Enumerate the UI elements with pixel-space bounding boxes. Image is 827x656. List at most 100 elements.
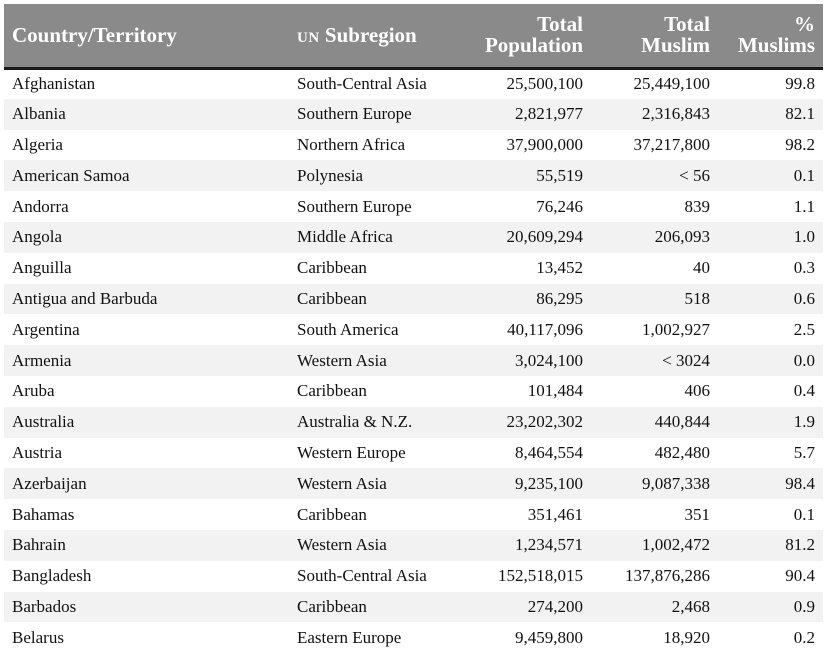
cell-country: Albania [12, 104, 66, 124]
cell-region: South-Central Asia [297, 566, 427, 586]
cell-total-muslim: 518 [684, 288, 711, 308]
cell-percent-muslims: 0.1 [793, 504, 815, 524]
cell-total-population: 20,609,294 [506, 227, 584, 247]
cell-total-muslim: 1,002,472 [642, 535, 710, 555]
header-total-muslim-line1: Total [664, 12, 710, 37]
header-region-prefix: UN [297, 22, 320, 47]
cell-percent-muslims: 1.9 [793, 412, 815, 432]
cell-percent-muslims: 82.1 [785, 104, 815, 124]
cell-country: Austria [12, 442, 63, 462]
cell-region: Caribbean [297, 258, 367, 278]
cell-percent-muslims: 98.4 [785, 473, 815, 493]
cell-total-population: 37,900,000 [506, 134, 584, 154]
cell-percent-muslims: 0.6 [793, 288, 815, 308]
table-row: Bahrain Western Asia 1,234,571 1,002,472 81.… [4, 529, 823, 561]
cell-country: Belarus [12, 627, 64, 647]
cell-total-population: 55,519 [536, 165, 583, 185]
cell-region: Western Asia [297, 350, 387, 370]
cell-percent-muslims: 0.0 [793, 350, 815, 370]
cell-total-population: 1,234,571 [515, 535, 583, 555]
cell-country: Azerbaijan [12, 473, 87, 493]
cell-total-population: 40,117,096 [507, 319, 583, 339]
cell-country: Bahrain [12, 535, 66, 555]
cell-percent-muslims: 0.9 [793, 596, 815, 616]
cell-percent-muslims: 1.1 [793, 196, 815, 216]
cell-country: Afghanistan [12, 74, 96, 94]
header-row: Country/Territory UN Subregion Total Pop… [4, 4, 823, 68]
cell-total-population: 9,235,100 [515, 473, 583, 493]
cell-region: Western Asia [297, 473, 387, 493]
cell-region: Western Asia [297, 535, 387, 555]
cell-percent-muslims: 90.4 [785, 566, 815, 586]
cell-percent-muslims: 0.2 [793, 627, 815, 647]
cell-total-population: 152,518,015 [498, 566, 583, 586]
cell-total-muslim: 2,316,843 [642, 104, 710, 124]
header-total-population-line2: Population [484, 33, 583, 58]
table-row: Antigua and Barbuda Caribbean 86,295 518 0.6 [4, 283, 823, 315]
cell-country: Angola [12, 227, 63, 247]
cell-total-muslim: 1,002,927 [642, 319, 710, 339]
cell-percent-muslims: 2.5 [793, 319, 815, 339]
header-total-population-line1: Total [537, 12, 583, 37]
table-row: Bangladesh South-Central Asia 152,518,015 1… [4, 560, 823, 592]
cell-total-muslim: 25,449,100 [633, 74, 711, 94]
cell-region: Southern Europe [297, 104, 412, 124]
cell-total-muslim: 9,087,338 [642, 473, 710, 493]
cell-region: Polynesia [297, 165, 364, 185]
cell-total-muslim: 839 [684, 196, 711, 216]
cell-region: Southern Europe [297, 196, 412, 216]
table-row: Algeria Northern Africa 37,900,000 37,217,8… [4, 129, 823, 161]
cell-percent-muslims: 0.1 [793, 165, 815, 185]
cell-total-muslim: 40 [693, 258, 710, 278]
cell-total-muslim: 2,468 [671, 596, 710, 616]
cell-total-population: 3,024,100 [515, 350, 583, 370]
header-country-label: Country/Territory [12, 22, 177, 47]
cell-total-population: 274,200 [527, 596, 583, 616]
header-percent-muslims: % Muslims [718, 4, 823, 68]
cell-country: Algeria [12, 134, 63, 154]
cell-total-population: 9,459,800 [515, 627, 583, 647]
cell-percent-muslims: 5.7 [793, 442, 815, 462]
cell-percent-muslims: 1.0 [793, 227, 815, 247]
cell-country: Aruba [12, 381, 55, 401]
table-body: Afghanistan South-Central Asia 25,500,100 2… [4, 68, 823, 654]
cell-region: Northern Africa [297, 134, 406, 154]
cell-percent-muslims: 99.8 [785, 74, 815, 94]
table-row: Anguilla Caribbean 13,452 40 0.3 [4, 252, 823, 284]
cell-country: Anguilla [12, 258, 72, 278]
header-region: UN Subregion [289, 4, 464, 68]
cell-country: Australia [12, 412, 75, 432]
header-total-muslim-line2: Muslim [641, 33, 710, 58]
table-row: Albania Southern Europe 2,821,977 2,316,843… [4, 98, 823, 130]
cell-total-population: 8,464,554 [515, 442, 583, 462]
cell-total-muslim: 440,844 [654, 412, 710, 432]
cell-total-population: 2,821,977 [515, 104, 583, 124]
table-row: Aruba Caribbean 101,484 406 0.4 [4, 375, 823, 407]
table-row: Afghanistan South-Central Asia 25,500,100 2… [4, 68, 823, 99]
cell-total-muslim: 482,480 [654, 442, 710, 462]
cell-total-muslim: < 56 [679, 165, 710, 185]
cell-region: Western Europe [297, 442, 406, 462]
cell-region: Australia & N.Z. [297, 412, 413, 432]
cell-region: Caribbean [297, 288, 367, 308]
cell-total-muslim: 37,217,800 [633, 134, 711, 154]
cell-total-muslim: 406 [684, 381, 711, 401]
cell-total-population: 86,295 [536, 288, 583, 308]
header-total-muslim: Total Muslim [591, 4, 718, 68]
header-country: Country/Territory [4, 4, 289, 68]
cell-country: Barbados [12, 596, 77, 616]
cell-percent-muslims: 0.3 [793, 258, 815, 278]
population-table-container: Country/Territory UN Subregion Total Pop… [4, 4, 823, 654]
table-row: Austria Western Europe 8,464,554 482,480 5.7 [4, 437, 823, 469]
cell-percent-muslims: 81.2 [785, 535, 815, 555]
cell-total-population: 351,461 [527, 504, 583, 524]
cell-country: Andorra [12, 196, 69, 216]
header-percent-line2: Muslims [737, 33, 815, 58]
cell-total-muslim: < 3024 [662, 350, 710, 370]
cell-total-muslim: 351 [684, 504, 711, 524]
cell-total-population: 25,500,100 [506, 74, 584, 94]
cell-total-population: 101,484 [527, 381, 583, 401]
muslim-population-table: Country/Territory UN Subregion Total Pop… [4, 4, 823, 654]
table-row: American Samoa Polynesia 55,519 < 56 0.1 [4, 160, 823, 192]
table-row: Australia Australia & N.Z. 23,202,302 440,8… [4, 406, 823, 438]
